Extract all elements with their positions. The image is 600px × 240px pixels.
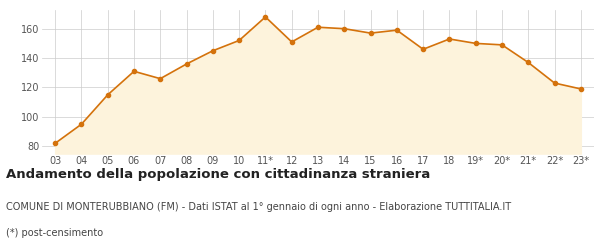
Text: Andamento della popolazione con cittadinanza straniera: Andamento della popolazione con cittadin… (6, 168, 430, 181)
Text: COMUNE DI MONTERUBBIANO (FM) - Dati ISTAT al 1° gennaio di ogni anno - Elaborazi: COMUNE DI MONTERUBBIANO (FM) - Dati ISTA… (6, 202, 511, 212)
Text: (*) post-censimento: (*) post-censimento (6, 228, 103, 238)
